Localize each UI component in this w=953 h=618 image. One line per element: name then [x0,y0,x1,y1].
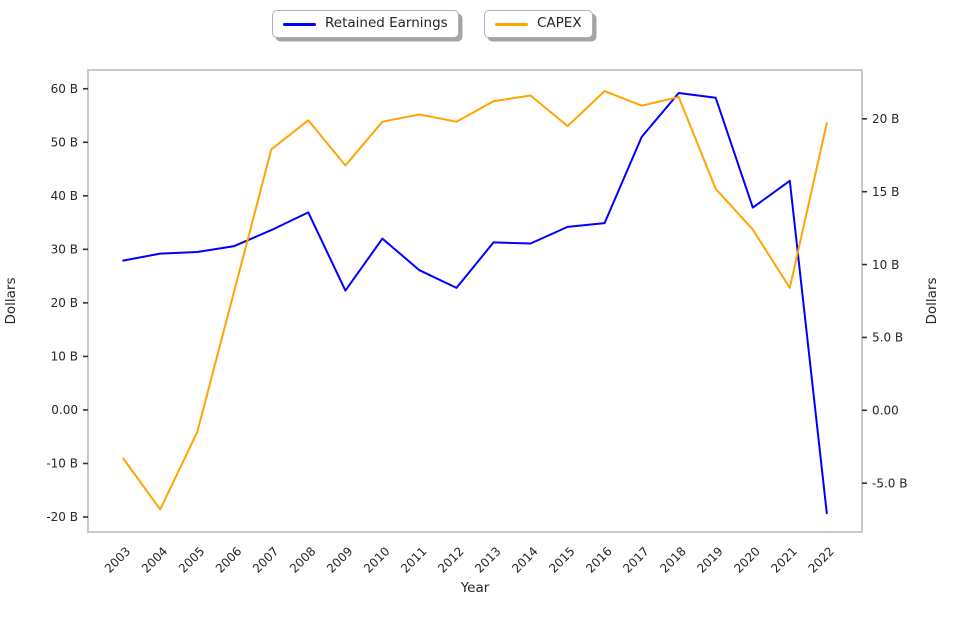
x-tick-label: 2010 [361,544,392,575]
x-tick-label: 2007 [250,544,281,575]
y-tick-label-left: 20 B [51,296,78,310]
x-tick-label: 2017 [620,544,651,575]
x-tick-label: 2013 [472,544,503,575]
series-line-retained-earnings [122,92,828,515]
y-tick-label-left: 10 B [51,350,78,364]
y-tick-label-right: 10 B [872,258,899,272]
x-tick-label: 2011 [398,544,429,575]
series-line-capex [122,90,828,511]
y-tick-label-left: -20 B [46,510,78,524]
x-tick-label: 2015 [546,544,577,575]
y-tick-label-left: 0.00 [51,403,78,417]
legend-label-retained-earnings: Retained Earnings [325,15,448,32]
y-tick-label-left: 30 B [51,243,78,257]
x-tick-label: 2022 [805,544,836,575]
x-tick-label: 2004 [139,544,170,575]
x-tick-label: 2005 [176,544,207,575]
x-tick-label: 2003 [102,544,133,575]
y-tick-label-right: 20 B [872,112,899,126]
y-tick-label-left: -10 B [46,457,78,471]
x-tick-label: 2014 [509,544,540,575]
plot-border [87,69,863,533]
x-tick-label: 2012 [435,544,466,575]
y-axis-label-left: Dollars [3,277,19,324]
legend-line-sample-capex [495,22,528,26]
x-tick-label: 2020 [731,544,762,575]
y-tick-label-right: -5.0 B [872,476,907,490]
legend-line-sample-retained-earnings [283,22,316,26]
y-axis-label-right: Dollars [924,277,940,324]
y-tick-label-left: 60 B [51,82,78,96]
legend-entry-retained-earnings: Retained Earnings [272,10,459,38]
x-tick-label: 2018 [657,544,688,575]
y-tick-label-right: 15 B [872,185,899,199]
x-tick-label: 2021 [768,544,799,575]
y-tick-label-right: 5.0 B [872,331,903,345]
x-tick-label: 2006 [213,544,244,575]
y-tick-label-left: 40 B [51,189,78,203]
x-tick-label: 2008 [287,544,318,575]
legend-entry-capex: CAPEX [484,10,593,38]
y-tick-label-left: 50 B [51,135,78,149]
x-tick-label: 2009 [324,544,355,575]
x-axis-label: Year [460,580,490,596]
legend-label-capex: CAPEX [537,15,582,32]
x-tick-label: 2019 [694,544,725,575]
y-tick-label-right: 0.00 [872,404,899,418]
x-tick-label: 2016 [583,544,614,575]
